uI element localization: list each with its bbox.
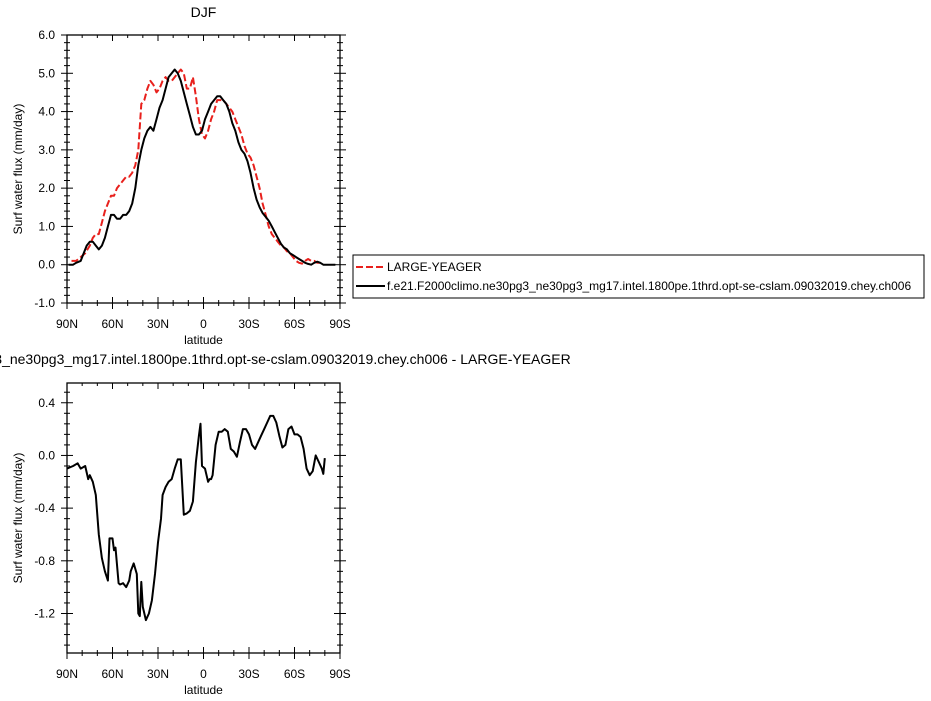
x-tick-label: 60S [284,667,305,681]
x-tick-label: 0 [200,667,207,681]
series-line-1 [71,68,324,265]
x-tick-label: 90S [329,667,350,681]
x-tick-label: 60S [284,317,305,331]
chart-title: f.e21.F2000climo.ne30pg3_ne30pg3_mg17.in… [0,351,571,367]
y-tick-label: 4.0 [38,105,55,119]
chart-panel-2: f.e21.F2000climo.ne30pg3_ne30pg3_mg17.in… [0,351,571,697]
y-tick-label: 0.4 [38,396,55,410]
x-tick-label: 90N [56,667,78,681]
x-tick-label: 90S [329,317,350,331]
x-tick-label: 30S [238,667,259,681]
x-tick-label: 30N [147,667,169,681]
legend-label-2: f.e21.F2000climo.ne30pg3_ne30pg3_mg17.in… [387,279,911,293]
plot-frame [66,382,341,654]
legend-box [352,254,925,299]
y-tick-label: -0.8 [34,554,55,568]
y-tick-label: 3.0 [38,143,55,157]
chart-title: DJF [191,4,217,20]
y-axis-label: Surf water flux (mm/day) [11,453,25,584]
x-tick-label: 30S [238,317,259,331]
y-tick-label: 1.0 [38,219,55,233]
x-tick-label: 90N [56,317,78,331]
x-tick-label: 60N [101,317,123,331]
y-tick-label: 0.0 [38,258,55,272]
y-axis-label: Surf water flux (mm/day) [11,104,25,235]
legend: LARGE-YEAGER f.e21.F2000climo.ne30pg3_ne3… [352,254,925,299]
series-line-1 [66,414,326,622]
y-tick-label: 5.0 [38,66,55,80]
y-tick-label: -1.0 [34,296,55,310]
y-tick-label: -1.2 [34,606,55,620]
x-tick-label: 60N [101,667,123,681]
y-tick-label: 2.0 [38,181,55,195]
x-axis-label: latitude [184,683,223,697]
chart-panel-1: DJF 90N 60N 30N 0 30S 60S 90S latitude -1.0 0.0 1.0… [11,4,925,347]
x-tick-label: 30N [147,317,169,331]
series-line-2 [68,68,336,266]
legend-label-1: LARGE-YEAGER [387,260,482,274]
x-axis-label: latitude [184,333,223,347]
y-tick-label: 0.0 [38,448,55,462]
x-tick-label: 0 [200,317,207,331]
y-tick-label: -0.4 [34,501,55,515]
y-tick-label: 6.0 [38,28,55,42]
